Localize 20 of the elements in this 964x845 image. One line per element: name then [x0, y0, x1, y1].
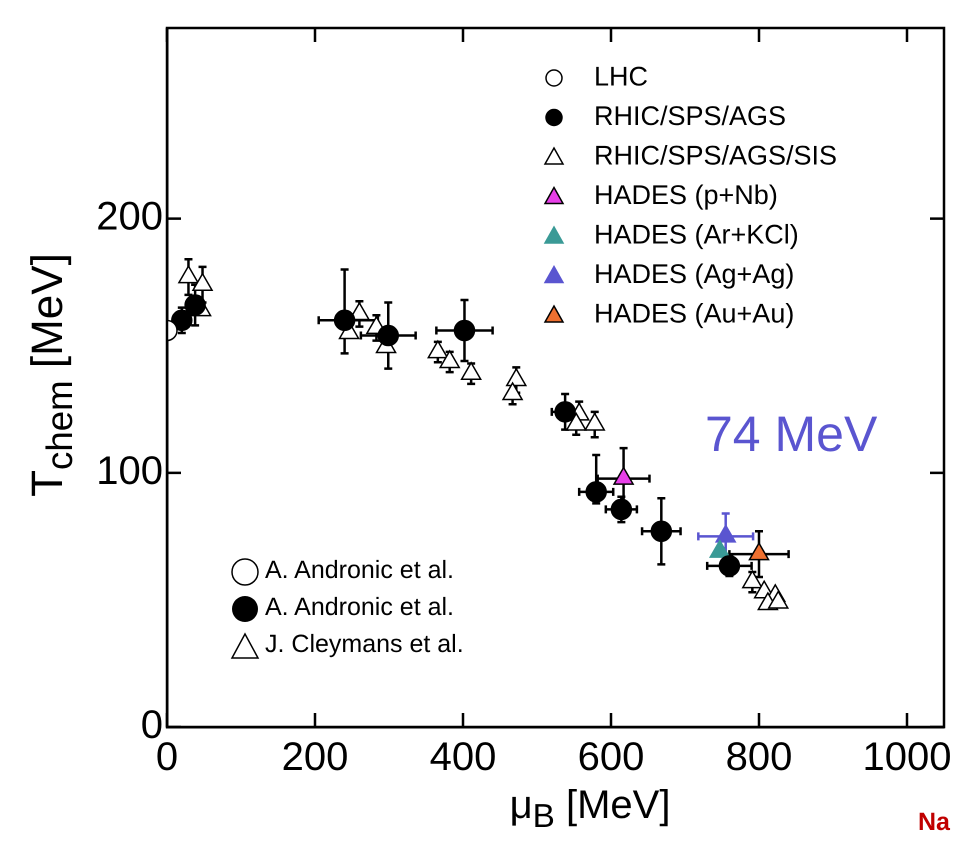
- legend-label: HADES (Au+Au): [594, 298, 794, 328]
- x-tick-label: 200: [282, 735, 348, 780]
- x-tick-label: 800: [726, 735, 792, 780]
- legend-label: RHIC/SPS/AGS/SIS: [594, 140, 838, 170]
- legend-label: HADES (Ar+KCl): [594, 219, 799, 250]
- x-tick-label: 600: [578, 735, 644, 780]
- legend-label: RHIC/SPS/AGS: [594, 100, 786, 131]
- legend-label: HADES (Ag+Ag): [594, 258, 794, 289]
- legend-label: LHC: [594, 61, 648, 92]
- x-axis-title: μ$_{B}$ [MeV]: [510, 783, 670, 836]
- annotation: A. Andronic et al.: [265, 593, 454, 622]
- annotation: A. Andronic et al.: [265, 556, 454, 585]
- y-tick-label: 200: [96, 194, 163, 239]
- y-tick-label: 100: [96, 448, 163, 493]
- text: Na: [918, 808, 950, 837]
- x-tick-label: 400: [430, 735, 496, 780]
- annotation: 74 MeV: [705, 405, 878, 463]
- legend-label: HADES (p+Nb): [594, 180, 778, 210]
- annotation: J. Cleymans et al.: [265, 630, 464, 659]
- x-tick-label: 1000: [862, 735, 952, 780]
